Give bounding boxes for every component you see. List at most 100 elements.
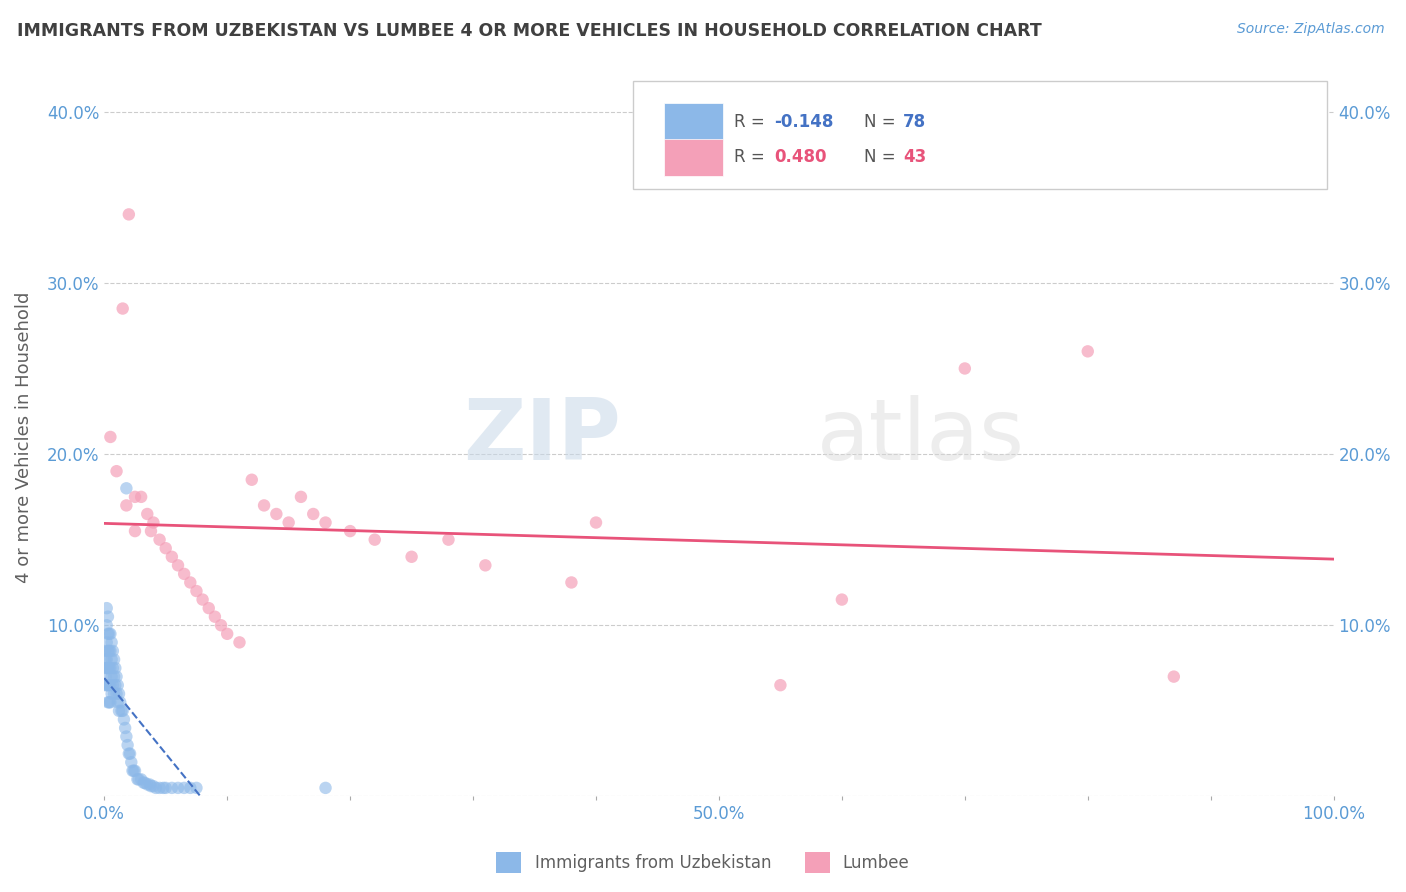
Point	[98, 627, 121, 641]
Point	[155, 780, 177, 795]
Text: Source: ZipAtlas.com: Source: ZipAtlas.com	[1237, 22, 1385, 37]
Point	[401, 549, 423, 564]
Point	[94, 678, 117, 692]
Point	[173, 566, 195, 581]
Point	[179, 780, 201, 795]
Point	[122, 764, 145, 778]
Point	[100, 635, 122, 649]
Point	[290, 490, 312, 504]
Point	[129, 490, 152, 504]
Point	[953, 361, 976, 376]
Point	[139, 524, 162, 538]
Point	[96, 635, 118, 649]
Point	[124, 490, 146, 504]
Point	[108, 687, 131, 701]
Point	[142, 516, 165, 530]
Point	[145, 780, 167, 795]
Point	[98, 661, 121, 675]
Point	[97, 627, 120, 641]
Point	[100, 644, 122, 658]
Point	[101, 678, 124, 692]
Point	[217, 627, 239, 641]
Point	[101, 644, 124, 658]
Text: 78: 78	[903, 113, 927, 131]
Text: atlas: atlas	[817, 395, 1025, 478]
Point	[173, 780, 195, 795]
Point	[100, 430, 122, 444]
Point	[96, 678, 118, 692]
Point	[191, 592, 214, 607]
Point	[117, 738, 139, 752]
Point	[160, 780, 183, 795]
Point	[97, 609, 120, 624]
Point	[302, 507, 325, 521]
Point	[100, 661, 122, 675]
Point	[142, 779, 165, 793]
Point	[100, 670, 122, 684]
Point	[136, 507, 159, 521]
FancyBboxPatch shape	[633, 81, 1327, 189]
Point	[266, 507, 288, 521]
Text: IMMIGRANTS FROM UZBEKISTAN VS LUMBEE 4 OR MORE VEHICLES IN HOUSEHOLD CORRELATION: IMMIGRANTS FROM UZBEKISTAN VS LUMBEE 4 O…	[17, 22, 1042, 40]
Point	[197, 601, 219, 615]
Point	[253, 499, 276, 513]
Point	[132, 776, 155, 790]
Text: 43: 43	[903, 148, 927, 166]
Point	[111, 301, 134, 316]
Point	[115, 499, 138, 513]
Point	[120, 755, 142, 769]
Point	[98, 644, 121, 658]
Point	[105, 464, 128, 478]
Point	[100, 678, 122, 692]
Point	[118, 747, 141, 761]
Point	[124, 524, 146, 538]
Point	[94, 644, 117, 658]
Point	[134, 776, 156, 790]
Point	[155, 541, 177, 556]
Text: N =: N =	[865, 148, 901, 166]
Point	[114, 721, 136, 735]
Point	[128, 772, 150, 787]
Point	[110, 704, 132, 718]
Point	[111, 704, 134, 718]
Point	[108, 704, 131, 718]
Point	[96, 601, 118, 615]
Point	[121, 764, 143, 778]
Point	[94, 661, 117, 675]
Legend: Immigrants from Uzbekistan, Lumbee: Immigrants from Uzbekistan, Lumbee	[489, 846, 917, 880]
Point	[100, 627, 122, 641]
Point	[160, 549, 183, 564]
Point	[112, 713, 135, 727]
FancyBboxPatch shape	[664, 138, 723, 176]
Point	[437, 533, 460, 547]
FancyBboxPatch shape	[664, 103, 723, 141]
Point	[100, 652, 122, 666]
Point	[167, 780, 190, 795]
Point	[315, 780, 337, 795]
Point	[115, 481, 138, 495]
Point	[100, 687, 122, 701]
Point	[97, 695, 120, 709]
Point	[148, 780, 170, 795]
Point	[97, 661, 120, 675]
Text: ZIP: ZIP	[463, 395, 620, 478]
Text: R =: R =	[734, 113, 769, 131]
Point	[1077, 344, 1099, 359]
Point	[94, 670, 117, 684]
Point	[831, 592, 853, 607]
Text: 0.480: 0.480	[775, 148, 827, 166]
Point	[209, 618, 232, 632]
Point	[104, 678, 127, 692]
Text: -0.148: -0.148	[775, 113, 834, 131]
Point	[110, 695, 132, 709]
Point	[105, 670, 128, 684]
Point	[124, 764, 146, 778]
Point	[339, 524, 361, 538]
Point	[1163, 670, 1185, 684]
Point	[474, 558, 496, 573]
Point	[204, 609, 226, 624]
Point	[136, 777, 159, 791]
Point	[96, 661, 118, 675]
Point	[105, 687, 128, 701]
Text: N =: N =	[865, 113, 901, 131]
